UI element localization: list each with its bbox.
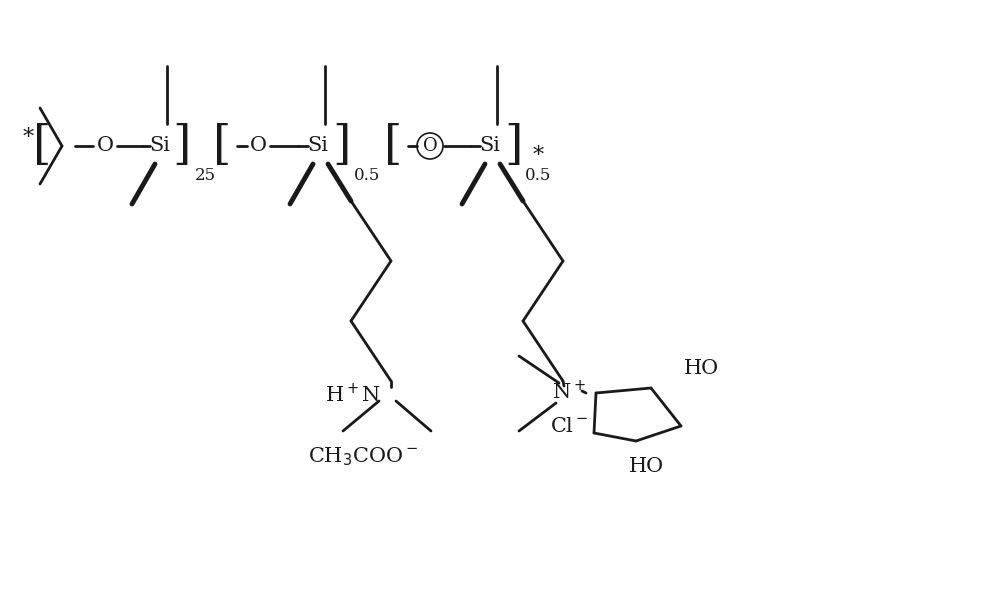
Text: ]: ] (333, 123, 351, 169)
Text: 0.5: 0.5 (354, 168, 380, 185)
Text: [: [ (213, 123, 231, 169)
Text: O: O (96, 136, 114, 156)
Text: ]: ] (173, 123, 191, 169)
Text: Si: Si (150, 136, 170, 156)
Text: HO: HO (683, 359, 719, 377)
Text: 25: 25 (194, 168, 216, 185)
Text: HO: HO (628, 457, 664, 475)
Text: [: [ (33, 123, 51, 169)
Text: Si: Si (308, 136, 328, 156)
Text: Si: Si (480, 136, 501, 156)
Text: 0.5: 0.5 (525, 168, 551, 185)
Text: O: O (250, 136, 266, 156)
Text: Cl$^-$: Cl$^-$ (550, 416, 588, 436)
Text: H$^+$N: H$^+$N (325, 382, 381, 406)
Text: CH$_3$COO$^-$: CH$_3$COO$^-$ (308, 446, 418, 468)
Text: N$^+$: N$^+$ (552, 379, 586, 403)
Text: *: * (22, 127, 34, 149)
Text: O: O (423, 137, 437, 155)
Text: *: * (532, 145, 544, 167)
Text: [: [ (384, 123, 402, 169)
Text: ]: ] (505, 123, 523, 169)
